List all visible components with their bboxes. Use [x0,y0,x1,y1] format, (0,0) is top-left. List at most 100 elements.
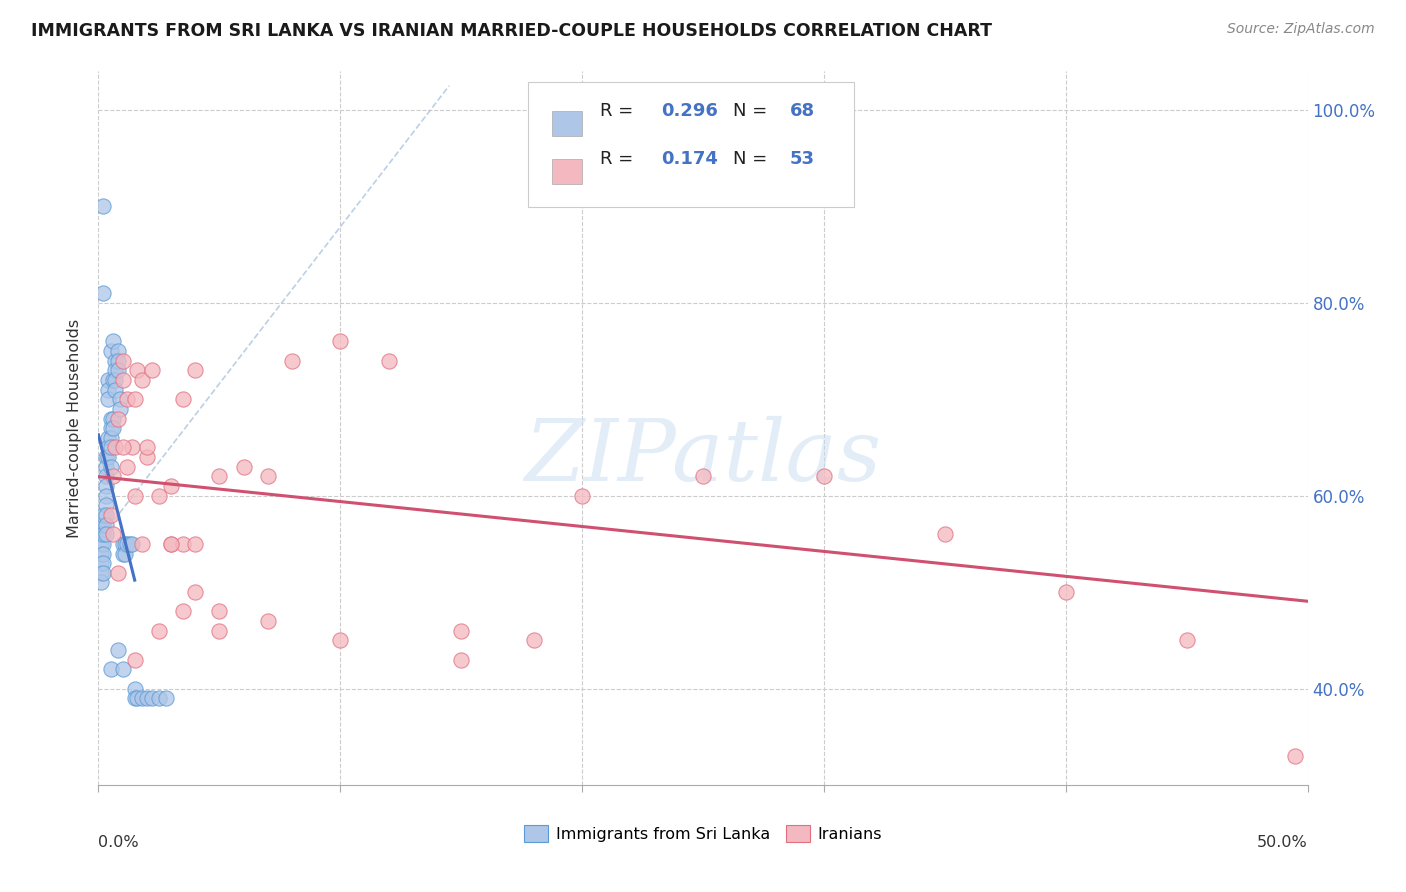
Point [90,556,112,570]
Point [329,334,352,349]
Point [91,547,114,561]
FancyBboxPatch shape [527,82,855,207]
Point [91,517,114,532]
Point [97,431,120,445]
Point [104,373,127,387]
Point [765,161,787,175]
Point [100,344,122,359]
Point [94,469,117,483]
Text: ZIPatlas: ZIPatlas [524,416,882,498]
Point [101,527,124,541]
Point [124,489,146,503]
Point [117,392,139,407]
Point [107,344,129,359]
Point [1284,749,1306,764]
Point [127,363,149,377]
Point [934,527,956,541]
Point [108,401,131,416]
Point [107,353,129,368]
Point [97,450,120,464]
Text: 68: 68 [790,102,815,120]
Point [104,353,127,368]
Point [148,489,170,503]
Point [90,566,112,580]
Point [90,517,112,532]
Point [117,459,139,474]
Point [124,392,146,407]
Point [90,527,112,541]
Point [208,604,231,618]
Point [813,469,835,483]
Point [101,421,124,435]
Point [124,681,146,696]
Point [184,537,207,551]
Point [184,363,207,377]
Point [121,441,143,455]
Point [1054,585,1077,599]
Point [184,585,207,599]
Text: 0.174: 0.174 [661,150,717,168]
Point [94,508,117,522]
Text: Source: ZipAtlas.com: Source: ZipAtlas.com [1227,22,1375,37]
Point [91,199,114,213]
Point [148,624,170,638]
Point [108,392,131,407]
Point [111,373,134,387]
Point [131,537,153,551]
Point [107,363,129,377]
Point [94,517,117,532]
Point [101,411,124,425]
Text: R =: R = [600,102,640,120]
Point [97,441,120,455]
Text: IMMIGRANTS FROM SRI LANKA VS IRANIAN MARRIED-COUPLE HOUSEHOLDS CORRELATION CHART: IMMIGRANTS FROM SRI LANKA VS IRANIAN MAR… [31,22,991,40]
Point [100,662,122,676]
Point [523,633,546,648]
Point [91,537,114,551]
Point [450,624,472,638]
Point [91,527,114,541]
Point [114,537,136,551]
Point [107,566,129,580]
Point [100,441,122,455]
Point [101,334,124,349]
Point [329,633,352,648]
Point [101,373,124,387]
Point [90,537,112,551]
FancyBboxPatch shape [551,159,582,184]
Point [155,691,177,706]
Point [107,643,129,657]
Point [450,652,472,666]
Point [127,691,149,706]
Point [131,691,153,706]
Point [232,459,254,474]
Point [100,459,122,474]
Point [377,353,399,368]
Point [281,353,304,368]
Point [94,479,117,493]
Text: N =: N = [734,150,773,168]
Point [208,469,231,483]
Point [111,662,134,676]
Point [100,431,122,445]
Point [94,450,117,464]
Text: 0.296: 0.296 [661,102,717,120]
Point [160,479,183,493]
Point [117,537,139,551]
Point [91,566,114,580]
Point [135,450,157,464]
Point [100,411,122,425]
Point [118,537,141,551]
Point [97,383,120,397]
Point [111,353,134,368]
Text: R =: R = [600,150,645,168]
Text: 53: 53 [790,150,815,168]
Point [148,691,170,706]
Point [94,527,117,541]
Point [104,383,127,397]
Point [100,421,122,435]
FancyBboxPatch shape [551,111,582,136]
Legend: Immigrants from Sri Lanka, Iranians: Immigrants from Sri Lanka, Iranians [517,819,889,848]
Point [90,575,112,590]
Point [692,469,714,483]
Y-axis label: Married-couple Households: Married-couple Households [67,318,83,538]
